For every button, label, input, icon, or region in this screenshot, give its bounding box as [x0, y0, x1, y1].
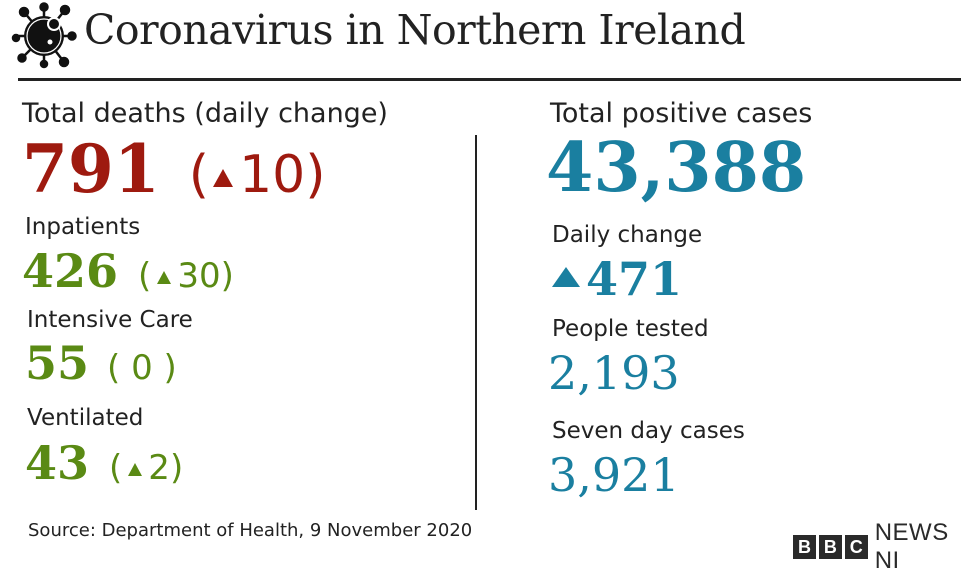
bbc-news-ni-logo: B B C NEWS NI [793, 519, 976, 575]
coronavirus-icon [10, 2, 78, 70]
seven-day-label: Seven day cases [552, 418, 745, 444]
deaths-value: 791 [22, 130, 160, 208]
page-title: Coronavirus in Northern Ireland [84, 6, 746, 54]
inpatients-stat: 426 (30) [22, 244, 234, 298]
column-divider [475, 135, 477, 510]
intensive-care-label: Intensive Care [27, 307, 193, 333]
inpatients-label: Inpatients [25, 214, 141, 240]
ventilated-label: Ventilated [27, 405, 144, 431]
source-note: Source: Department of Health, 9 November… [28, 520, 473, 541]
total-cases-value: 43,388 [546, 128, 807, 208]
up-arrow-icon [552, 267, 580, 287]
deaths-change: 10 [239, 145, 306, 205]
people-tested-label: People tested [552, 316, 709, 342]
intensive-care-stat: 55 ( 0 ) [25, 340, 177, 386]
people-tested-value: 2,193 [548, 346, 680, 400]
daily-change-stat: 471 [552, 256, 682, 302]
up-arrow-icon [128, 463, 143, 476]
ventilated-change: 2 [148, 448, 170, 488]
ventilated-value: 43 [25, 436, 90, 490]
bbc-box-b2: B [818, 535, 842, 559]
daily-change-label: Daily change [552, 222, 703, 248]
deaths-stat: 791 (10) [22, 130, 326, 208]
seven-day-value: 3,921 [548, 448, 680, 502]
up-arrow-icon [157, 271, 172, 284]
news-ni-text: NEWS NI [874, 519, 949, 574]
ventilated-stat: 43 (2) [25, 436, 184, 490]
deaths-label: Total deaths (daily change) [22, 98, 388, 129]
bbc-box-c: C [844, 535, 868, 559]
intensive-care-change: ( 0 ) [107, 348, 177, 388]
up-arrow-icon [213, 169, 234, 187]
total-cases-label: Total positive cases [550, 98, 813, 129]
bbc-box-b1: B [793, 535, 816, 559]
inpatients-change: 30 [177, 256, 221, 296]
intensive-care-value: 55 [25, 336, 90, 390]
daily-change-value: 471 [586, 252, 683, 306]
header-divider [18, 78, 961, 81]
inpatients-value: 426 [22, 244, 119, 298]
